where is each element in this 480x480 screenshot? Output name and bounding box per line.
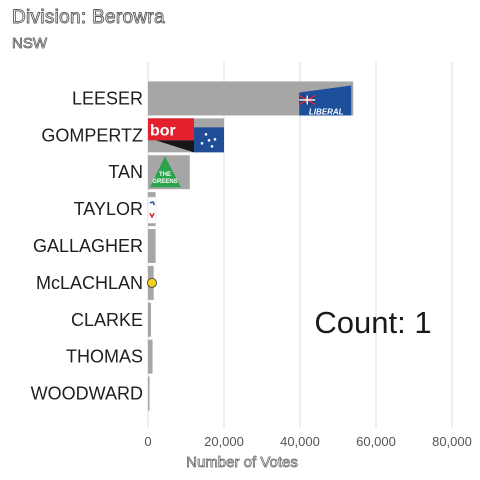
x-axis-ticks: 0 20,000 40,000 60,000 80,000 [144, 434, 472, 449]
x-tick-label: 40,000 [280, 434, 320, 449]
y-tick-label: WOODWARD [31, 384, 143, 404]
bar-thomas [148, 339, 153, 374]
x-axis-label: Number of Votes [186, 454, 298, 471]
chart-subtitle: NSW [12, 35, 48, 53]
y-tick-label: GOMPERTZ [41, 125, 143, 145]
x-tick-label: 80,000 [432, 434, 472, 449]
bar-gallagher [148, 229, 156, 263]
svg-text:bor: bor [150, 122, 176, 139]
y-tick-label: TAN [108, 162, 143, 182]
liberal-logo: LIBERAL [298, 85, 352, 116]
party-logo [147, 277, 157, 288]
svg-text:LIBERAL: LIBERAL [309, 107, 344, 116]
x-tick-label: 0 [144, 434, 151, 449]
y-tick-label: THOMAS [66, 347, 143, 367]
count-annotation: Count: 1 [314, 305, 431, 340]
svg-text:THE: THE [159, 172, 171, 178]
x-tick-label: 60,000 [356, 434, 396, 449]
y-tick-label: CLARKE [71, 310, 143, 330]
labor-logo: bor [148, 118, 224, 153]
svg-text:GREENS: GREENS [152, 179, 177, 185]
bar-clarke [148, 302, 152, 337]
chart-title: Division: Berowra [12, 7, 166, 29]
y-tick-label: McLACHLAN [36, 273, 143, 293]
bar-woodward [148, 376, 150, 411]
party-logo [147, 196, 157, 224]
grid-lines [147, 62, 453, 428]
x-tick-label: 20,000 [204, 434, 244, 449]
y-axis-labels: LEESER GOMPERTZ TAN TAYLOR GALLAGHER McLACHLA… [31, 88, 143, 403]
y-tick-label: TAYLOR [74, 199, 143, 219]
y-tick-label: LEESER [72, 88, 143, 108]
y-tick-label: GALLAGHER [33, 236, 143, 256]
